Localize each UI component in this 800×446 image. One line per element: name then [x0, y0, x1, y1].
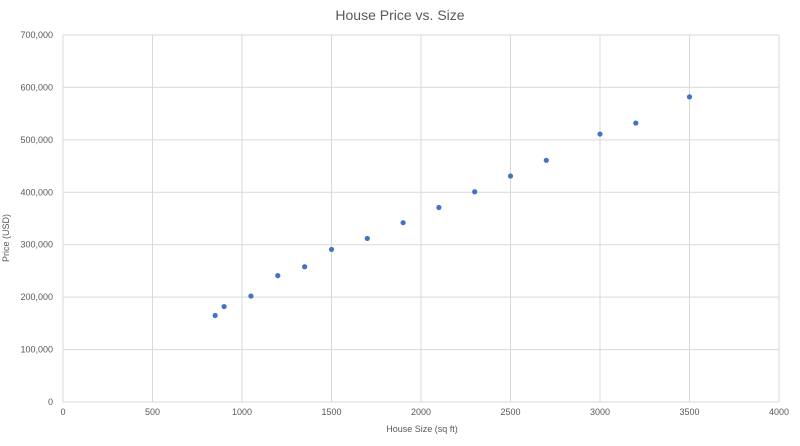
data-point [302, 264, 308, 270]
x-tick-label: 500 [145, 407, 160, 417]
data-points [212, 94, 693, 319]
x-axis-tick-labels: 0 500 1000 1500 2000 2500 3000 3500 4000 [60, 407, 789, 417]
data-point [472, 189, 478, 195]
y-tick-label: 200,000 [20, 292, 53, 302]
x-tick-label: 2500 [500, 407, 520, 417]
data-point [436, 204, 442, 211]
y-axis-label: Price (USD) [1, 213, 11, 263]
data-point [212, 312, 218, 319]
data-point [597, 131, 603, 137]
x-tick-label: 1000 [232, 407, 252, 417]
y-axis-tick-labels: 0 100,000 200,000 300,000 400,000 500,000 600,… [20, 30, 53, 407]
y-tick-label: 0 [48, 397, 53, 407]
data-point [400, 220, 406, 226]
data-point [275, 273, 281, 279]
y-tick-label: 500,000 [20, 135, 53, 145]
data-point [686, 94, 693, 100]
x-tick-label: 2000 [411, 407, 431, 417]
horizontal-gridlines [63, 34, 779, 403]
vertical-gridlines [62, 35, 780, 402]
y-tick-label: 600,000 [20, 82, 53, 92]
x-tick-label: 1500 [321, 407, 341, 417]
y-tick-label: 700,000 [20, 30, 53, 40]
x-tick-label: 3500 [679, 407, 699, 417]
x-tick-label: 4000 [769, 407, 789, 417]
data-point [248, 293, 254, 299]
data-point [328, 246, 335, 253]
data-point [221, 303, 227, 310]
data-point [633, 120, 639, 126]
x-axis-label: House Size (sq ft) [386, 424, 458, 434]
y-tick-label: 100,000 [20, 345, 53, 355]
y-tick-label: 300,000 [20, 240, 53, 250]
x-tick-label: 0 [60, 407, 65, 417]
data-point [543, 157, 549, 163]
y-tick-label: 400,000 [20, 187, 53, 197]
x-tick-label: 3000 [590, 407, 610, 417]
data-point [364, 235, 370, 242]
data-point [507, 173, 514, 179]
chart-title: House Price vs. Size [335, 7, 465, 23]
